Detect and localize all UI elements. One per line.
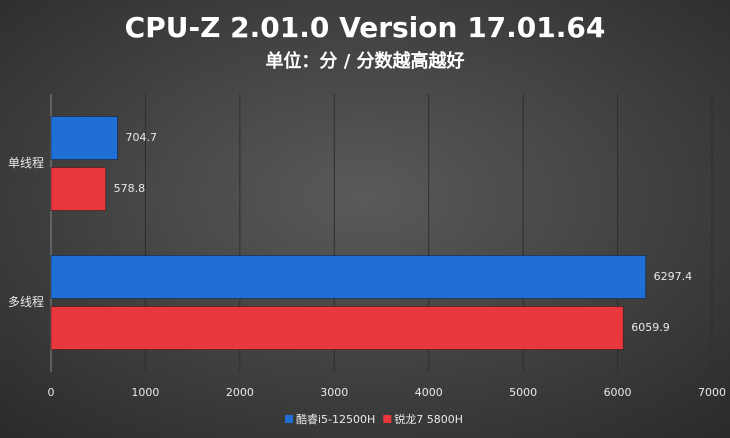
bar xyxy=(50,306,624,350)
x-tick-label: 5000 xyxy=(509,386,537,399)
bar xyxy=(50,167,107,211)
value-label: 704.7 xyxy=(126,131,158,144)
legend-swatch xyxy=(383,415,392,423)
x-tick-label: 4000 xyxy=(415,386,443,399)
value-label: 578.8 xyxy=(114,182,146,195)
chart-title: CPU-Z 2.01.0 Version 17.01.64 xyxy=(125,11,606,44)
bar xyxy=(50,116,119,160)
legend-label: 酷睿i5-12500H xyxy=(296,412,375,426)
x-tick-label: 6000 xyxy=(604,386,632,399)
x-tick-label: 3000 xyxy=(320,386,348,399)
y-tick-label: 单线程 xyxy=(8,155,44,170)
value-label: 6297.4 xyxy=(654,270,693,283)
x-tick-label: 1000 xyxy=(131,386,159,399)
y-tick-label: 多线程 xyxy=(8,294,44,309)
x-tick-label: 2000 xyxy=(226,386,254,399)
bar xyxy=(50,255,647,299)
value-label: 6059.9 xyxy=(631,321,670,334)
x-tick-label: 7000 xyxy=(698,386,726,399)
legend-swatch xyxy=(285,415,293,423)
chart-subtitle: 单位：分 / 分数越高越好 xyxy=(265,50,464,72)
x-tick-label: 0 xyxy=(48,386,55,399)
legend-label: 锐龙7 5800H xyxy=(394,412,463,426)
